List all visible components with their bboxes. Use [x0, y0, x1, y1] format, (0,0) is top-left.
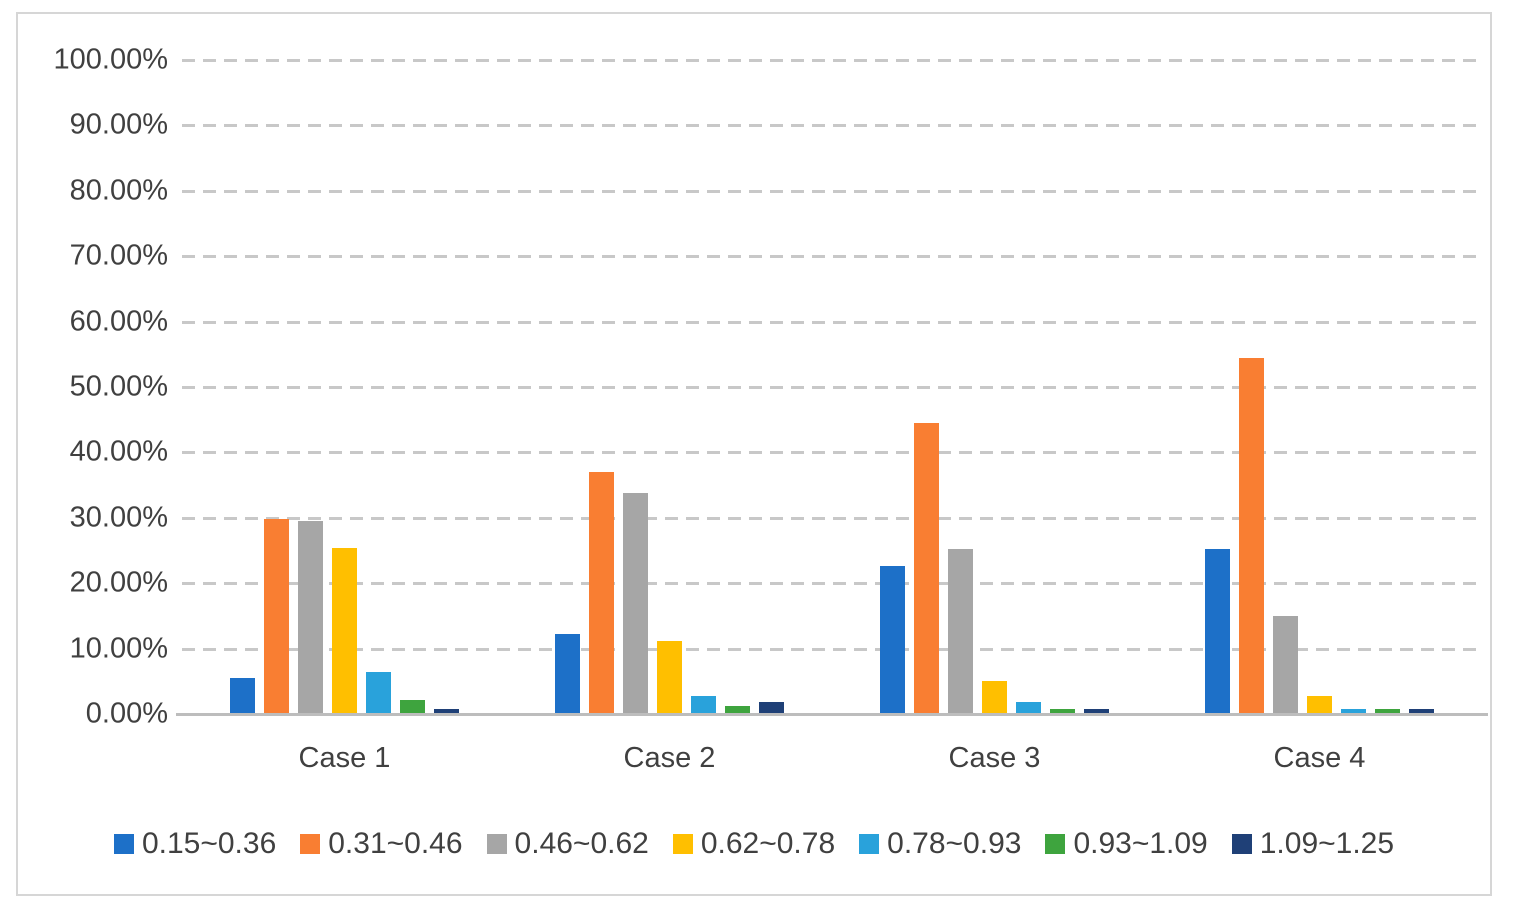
legend-label: 0.78~0.93 [887, 827, 1022, 860]
bar [948, 548, 973, 714]
y-tick-label: 100.00% [53, 43, 169, 76]
x-tick-label: Case 4 [1273, 742, 1366, 774]
bar [1084, 708, 1109, 714]
y-axis: 100.00% 90.00% 80.00% 70.00% 60.00% 50.00% 40.… [18, 44, 169, 730]
y-tick-label: 50.00% [69, 370, 168, 403]
gridline [182, 582, 1482, 586]
legend: 0.15~0.36 0.31~0.46 0.46~0.62 0.62~0.78 0.78… [18, 820, 1490, 868]
bar [1341, 708, 1366, 714]
bar [623, 492, 648, 714]
bar [400, 700, 425, 714]
legend-item: 0.15~0.36 [113, 827, 277, 861]
legend-swatch [300, 834, 321, 854]
gridline [182, 59, 1482, 62]
y-tick-label: 30.00% [69, 501, 168, 534]
y-tick-label: 70.00% [69, 239, 168, 272]
legend-item: 0.93~1.09 [1045, 827, 1208, 861]
y-tick-label: 40.00% [69, 435, 168, 468]
bar [1205, 548, 1230, 714]
bar [759, 702, 784, 714]
x-axis-baseline [176, 713, 1488, 716]
y-tick-label: 20.00% [69, 566, 168, 599]
legend-swatch [672, 834, 693, 854]
legend-item: 0.62~0.78 [672, 827, 836, 861]
x-tick-label: Case 2 [623, 742, 716, 774]
bar-group [832, 60, 1157, 714]
legend-item: 0.78~0.93 [859, 827, 1021, 861]
bar [589, 472, 614, 714]
gridline [182, 189, 1482, 193]
chart-figure: 100.00% 90.00% 80.00% 70.00% 60.00% 50.00% 40.… [16, 12, 1492, 896]
bar [264, 519, 289, 714]
legend-item: 1.09~1.25 [1231, 827, 1395, 861]
y-tick-label: 80.00% [69, 174, 168, 207]
legend-item: 0.31~0.46 [300, 827, 463, 861]
gridline [182, 255, 1482, 259]
bar [298, 521, 323, 714]
gridline [182, 124, 1482, 128]
legend-label: 0.62~0.78 [700, 827, 836, 860]
legend-swatch [859, 834, 880, 854]
x-tick-label: Case 1 [298, 742, 391, 774]
bar-group [1157, 60, 1482, 714]
legend-swatch [486, 834, 507, 854]
gridline [182, 516, 1482, 520]
x-axis: Case 1 Case 2 Case 3 Case 4 [182, 742, 1482, 775]
bar-groups-layer [182, 60, 1482, 714]
y-tick-label: 10.00% [69, 632, 168, 665]
legend-swatch [1231, 834, 1252, 854]
bar [914, 422, 939, 714]
bar [880, 566, 905, 714]
legend-label: 0.31~0.46 [328, 827, 463, 860]
bar-group [182, 60, 507, 714]
bar [1307, 696, 1332, 714]
bar [725, 706, 750, 714]
y-tick-label: 0.00% [85, 697, 168, 730]
bar [982, 681, 1007, 714]
bar [366, 671, 391, 714]
bar [1016, 702, 1041, 714]
bar [1273, 615, 1298, 714]
legend-label: 1.09~1.25 [1259, 827, 1395, 860]
y-tick-label: 60.00% [69, 305, 168, 338]
bar [1409, 708, 1434, 714]
legend-label: 0.15~0.36 [141, 827, 277, 860]
bar [434, 708, 459, 714]
bar [1239, 357, 1264, 714]
gridline [182, 647, 1482, 651]
gridline [182, 320, 1482, 324]
bar [1375, 708, 1400, 714]
legend-swatch [1045, 834, 1066, 854]
y-tick-label: 90.00% [69, 108, 168, 141]
legend-swatch [113, 834, 134, 854]
legend-label: 0.46~0.62 [514, 827, 649, 860]
gridline [182, 386, 1482, 389]
bar [1050, 708, 1075, 714]
bar [691, 696, 716, 714]
bar [230, 678, 255, 714]
bar [657, 640, 682, 714]
gridline [182, 451, 1482, 455]
legend-item: 0.46~0.62 [486, 827, 649, 861]
x-tick-label: Case 3 [948, 742, 1041, 774]
bar [555, 634, 580, 714]
legend-label: 0.93~1.09 [1073, 827, 1208, 860]
plot-area [176, 59, 1488, 716]
bar-group [507, 60, 832, 714]
bar [332, 547, 357, 714]
